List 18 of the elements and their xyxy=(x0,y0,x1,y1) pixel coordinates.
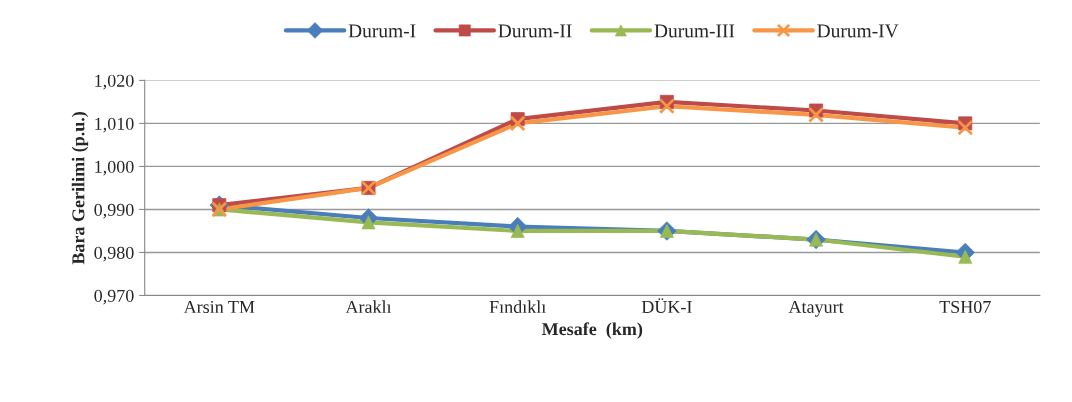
x-tick-label: Atayurt xyxy=(788,300,844,317)
legend-label: Durum-IV xyxy=(817,24,899,38)
y-tick-label: 0,970 xyxy=(94,289,134,305)
x-axis-title: Mesafe (km) xyxy=(541,322,643,339)
y-axis-title: Bara Gerilimi (p.u.) xyxy=(71,112,89,265)
y-tick-label: 0,980 xyxy=(94,246,134,262)
y-tick-label: 1,010 xyxy=(95,117,134,133)
x-tick-label: Arsin TM xyxy=(183,300,255,314)
legend-label: Durum-III xyxy=(654,24,735,38)
y-tick-label: 1,020 xyxy=(95,74,134,90)
y-tick-label: 1,000 xyxy=(95,160,134,176)
x-tick-label: TSH07 xyxy=(939,300,991,314)
legend-label: Durum-I xyxy=(348,24,416,38)
y-tick-label: 0,990 xyxy=(94,203,134,219)
x-tick-label: Fındıklı xyxy=(489,300,546,314)
x-tick-label: DÜK-I xyxy=(641,298,692,314)
x-tick-label: Araklı xyxy=(345,300,392,314)
legend-label: Durum-II xyxy=(498,24,572,38)
